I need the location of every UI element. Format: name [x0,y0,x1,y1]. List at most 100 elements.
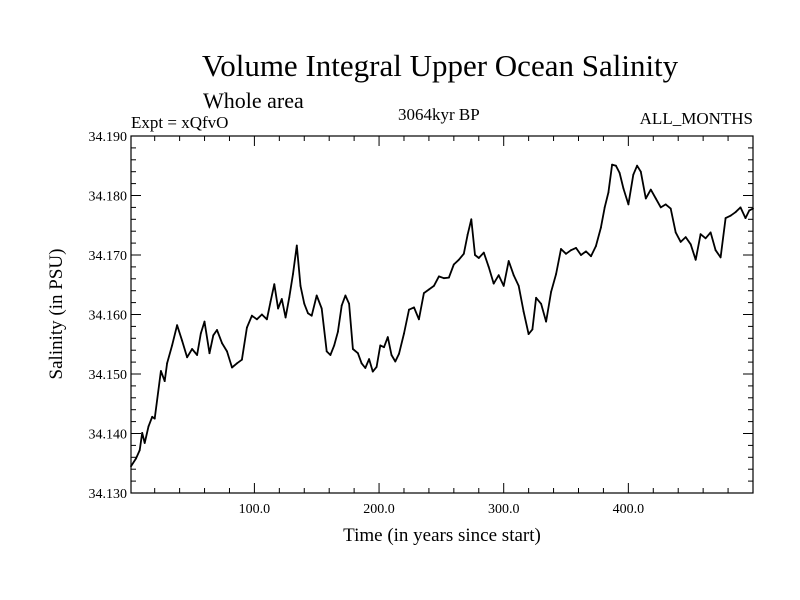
data-point [310,314,313,317]
data-point [151,415,154,418]
y-axis-label: Salinity (in PSU) [46,249,67,380]
y-tick-label: 34.140 [89,428,128,443]
data-point [585,250,587,253]
data-point [315,294,318,297]
data-point [371,370,374,373]
data-point [595,245,597,248]
data-point [565,252,567,255]
data-point [714,249,717,252]
y-tick-label: 34.150 [89,368,128,383]
axis-ticks [131,135,753,494]
data-point [724,217,727,220]
data-point [368,358,370,360]
data-point [443,277,445,280]
data-point [689,243,692,246]
data-point [644,197,647,200]
data-point [352,348,354,350]
data-point [466,233,469,236]
data-point [512,274,515,277]
x-tick-label: 400.0 [613,502,645,517]
data-point [196,354,199,356]
months-label: ALL_MONTHS [639,109,753,128]
data-point [246,326,248,329]
data-point [433,285,435,287]
data-point [622,187,625,190]
data-point [709,231,712,234]
data-point [729,214,732,217]
data-point [256,318,258,321]
data-point [418,318,420,321]
data-point [580,254,582,256]
data-point [694,258,697,261]
data-point [570,249,572,252]
data-point [560,248,562,250]
data-point [674,231,677,234]
data-point [138,449,141,452]
data-point [176,324,179,327]
data-point [320,307,323,310]
data-point [288,296,291,299]
data-point [261,313,263,316]
data-point [734,211,737,214]
data-point [649,188,652,191]
data-point [303,302,306,305]
data-point [590,255,592,258]
data-point [277,307,279,310]
data-point [226,350,228,353]
axis-tick-labels: 100.0 200.0 300.0 400.0 34.130 34.140 34.150 34… [89,130,645,517]
data-point [181,339,184,342]
data-point [266,318,268,321]
data-point [325,350,328,353]
data-point [141,432,144,434]
data-point [403,332,405,335]
data-point [241,358,243,361]
period-label: 3064kyr BP [398,105,480,124]
data-point [517,285,520,287]
data-point [379,344,382,347]
y-tick-label: 34.190 [89,130,128,145]
data-point [669,207,672,210]
data-point [428,288,430,291]
data-point [615,164,617,167]
data-point [236,362,238,365]
data-point [221,342,223,344]
data-point [364,367,367,369]
data-point [448,276,450,279]
data-point [457,258,460,261]
experiment-label: Expt = xQfvO [131,113,229,132]
data-point [251,314,253,317]
data-point [507,260,510,262]
y-tick-label: 34.180 [89,190,128,205]
data-point [340,304,343,307]
data-point [357,352,359,355]
data-point [639,170,642,173]
data-point [208,352,211,355]
data-point [470,218,473,221]
data-point [545,320,547,323]
data-point [269,300,272,303]
data-point [160,370,162,372]
data-point [130,465,132,468]
data-point [659,206,662,209]
data-point [386,336,389,338]
data-point [487,266,490,268]
x-axis-label: Time (in years since start) [343,525,541,546]
data-point [360,362,363,365]
y-tick-label: 34.160 [89,309,128,324]
data-point [719,256,722,259]
data-point [394,360,397,363]
data-point [153,417,156,420]
data-point [550,291,552,293]
data-point [292,273,294,275]
data-point [199,332,202,335]
data-point [337,330,339,333]
data-point [186,356,189,359]
data-point [423,292,425,294]
data-point [307,312,309,315]
data-point [603,206,606,209]
data-point [329,354,332,356]
data-point [216,329,218,331]
data-point [748,209,751,212]
data-point [618,172,621,174]
